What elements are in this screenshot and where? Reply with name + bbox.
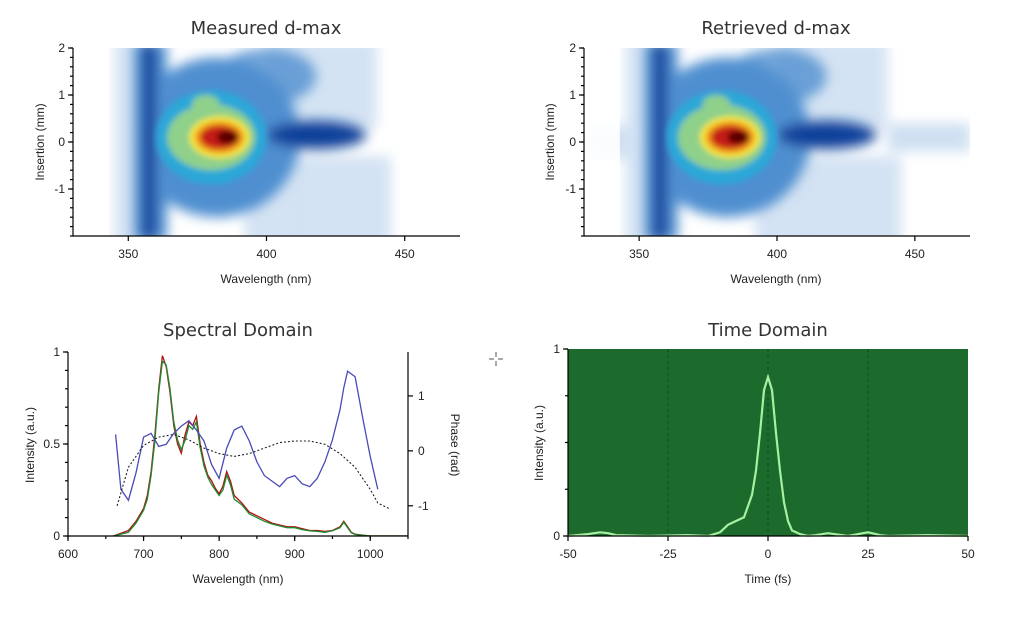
- x-tick-label: 900: [285, 547, 305, 561]
- chart-title: Measured d-max: [191, 18, 342, 39]
- heatmap-empty: [584, 48, 620, 236]
- x-axis-label: Wavelength (nm): [221, 272, 312, 286]
- x-tick-label: -50: [559, 547, 577, 561]
- y2-tick-label: 0: [418, 444, 425, 458]
- heatmap-band: [652, 48, 667, 236]
- chart-title: Time Domain: [707, 320, 828, 341]
- panel-retrieved: Retrieved d-max 350 400 450 -1 0 1 2 Wavelengt…: [543, 18, 970, 286]
- series-line-0: [113, 355, 408, 536]
- x-tick-label: 800: [209, 547, 229, 561]
- heatmap-peak: [216, 130, 239, 144]
- series-line-2: [114, 370, 379, 502]
- heatmap-fringe: [887, 123, 970, 152]
- y-tick-label: 0: [569, 135, 576, 149]
- y-tick-label: -1: [54, 182, 65, 196]
- y-tick-label: -1: [565, 182, 576, 196]
- panel-spectral: Spectral Domain 600 700 800 900 1000 0 0.5 1 -1 0…: [23, 320, 462, 586]
- panel-time: Time Domain -50 -25 0 25 50 0 1 Time (fs) Inte…: [532, 320, 975, 586]
- y-tick-label: 1: [53, 345, 60, 359]
- y-tick-label: 1: [553, 342, 560, 356]
- y-tick-label: 0.5: [43, 437, 60, 451]
- x-tick-label: 700: [134, 547, 154, 561]
- x-tick-label: 450: [905, 247, 925, 261]
- x-tick-label: 1000: [357, 547, 384, 561]
- heatmap-layer: [702, 95, 731, 114]
- heatmap-image: [584, 48, 970, 236]
- heatmap-core: [155, 90, 267, 185]
- y-tick-label: 0: [53, 529, 60, 543]
- heatmap-image: [73, 48, 391, 236]
- x-tick-label: 350: [118, 247, 138, 261]
- y-axis-label: Insertion (mm): [33, 103, 47, 180]
- x-axis-label: Wavelength (nm): [731, 272, 822, 286]
- chart-title: Retrieved d-max: [701, 18, 851, 39]
- y-tick-label: 2: [58, 41, 65, 55]
- x-tick-label: 50: [961, 547, 975, 561]
- y-tick-label: 0: [58, 135, 65, 149]
- heatmap-core: [666, 90, 777, 185]
- heatmap-band: [727, 48, 827, 105]
- y-tick-label: 1: [569, 88, 576, 102]
- heatmap-body: [133, 48, 367, 236]
- heatmap-fringe: [294, 156, 391, 236]
- series-line-3: [116, 433, 390, 509]
- x-tick-label: 0: [765, 547, 772, 561]
- x-tick-label: 400: [767, 247, 787, 261]
- x-axis-label: Time (fs): [745, 572, 792, 586]
- heatmap-band: [142, 48, 156, 236]
- x-tick-label: 400: [256, 247, 276, 261]
- y-tick-label: 0: [553, 529, 560, 543]
- x-tick-label: -25: [659, 547, 677, 561]
- y-axis-label: Intensity (a.u.): [23, 407, 37, 483]
- crosshair-cursor-icon: [489, 352, 503, 366]
- y-tick-label: 1: [58, 88, 65, 102]
- heatmap-band: [216, 48, 317, 105]
- chart-title: Spectral Domain: [163, 320, 313, 341]
- x-tick-label: 25: [861, 547, 875, 561]
- x-axis-label: Wavelength (nm): [193, 572, 284, 586]
- x-tick-label: 600: [58, 547, 78, 561]
- heatmap-layer: [191, 95, 220, 114]
- y2-tick-label: 1: [418, 389, 425, 403]
- y-tick-label: 2: [569, 41, 576, 55]
- heatmap-fringe: [804, 156, 902, 236]
- x-tick-label: 350: [629, 247, 649, 261]
- heatmap-band: [777, 120, 877, 150]
- heatmap-empty: [73, 48, 109, 236]
- series-line-1: [113, 359, 408, 536]
- y2-tick-label: -1: [418, 499, 429, 513]
- heatmap-band: [266, 120, 367, 150]
- y2-axis-label: Phase (rad): [448, 414, 462, 477]
- heatmap-peak: [727, 130, 750, 144]
- panel-measured: Measured d-max 350 400 450 -1 0 1 2 Wavelength…: [33, 18, 460, 286]
- y-axis-label: Insertion (mm): [543, 103, 557, 180]
- x-tick-label: 450: [395, 247, 415, 261]
- y-axis-label: Intensity (a.u.): [532, 405, 546, 481]
